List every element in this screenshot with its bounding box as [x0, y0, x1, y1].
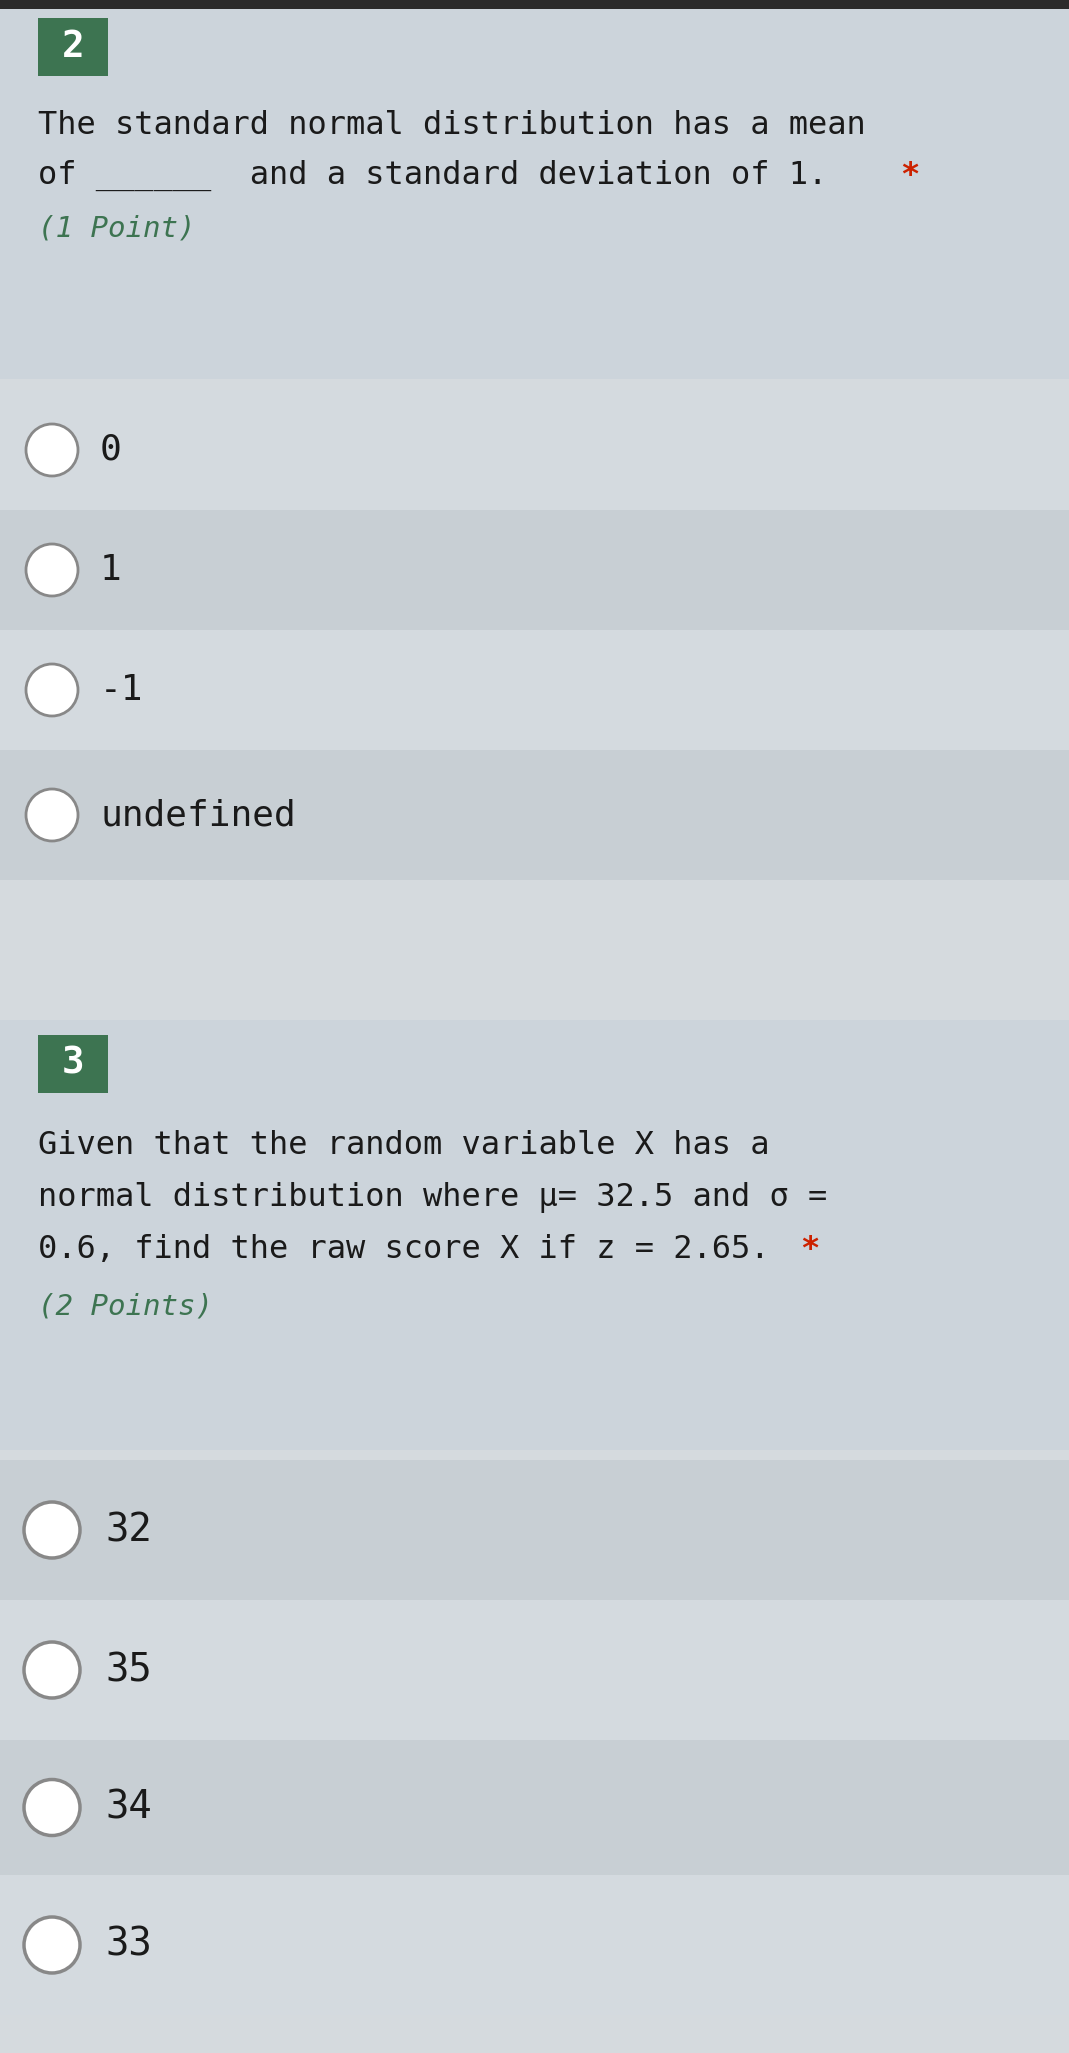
- Text: -1: -1: [100, 673, 143, 706]
- Circle shape: [26, 788, 78, 842]
- Text: Given that the random variable X has a: Given that the random variable X has a: [38, 1129, 770, 1162]
- FancyBboxPatch shape: [0, 1874, 1069, 2014]
- Text: 0.6, find the raw score X if z = 2.65.: 0.6, find the raw score X if z = 2.65.: [38, 1234, 770, 1265]
- Text: *: *: [800, 1234, 819, 1265]
- Text: 35: 35: [105, 1651, 152, 1690]
- FancyBboxPatch shape: [0, 1460, 1069, 1599]
- FancyBboxPatch shape: [0, 1599, 1069, 1741]
- FancyBboxPatch shape: [0, 8, 1069, 380]
- Text: 3: 3: [62, 1045, 84, 1082]
- Text: 32: 32: [105, 1511, 152, 1550]
- Text: *: *: [900, 160, 919, 191]
- Circle shape: [24, 1918, 80, 1973]
- Circle shape: [26, 425, 78, 476]
- Text: 2: 2: [62, 29, 84, 66]
- FancyBboxPatch shape: [0, 630, 1069, 749]
- Text: The standard normal distribution has a mean: The standard normal distribution has a m…: [38, 111, 866, 142]
- FancyBboxPatch shape: [38, 18, 108, 76]
- Text: 33: 33: [105, 1926, 152, 1965]
- Text: of ______  and a standard deviation of 1.: of ______ and a standard deviation of 1.: [38, 160, 827, 191]
- Circle shape: [24, 1642, 80, 1698]
- FancyBboxPatch shape: [0, 0, 1069, 8]
- Text: 1: 1: [100, 552, 122, 587]
- Text: undefined: undefined: [100, 799, 296, 831]
- Text: (1 Point): (1 Point): [38, 216, 196, 242]
- FancyBboxPatch shape: [0, 509, 1069, 630]
- Text: 0: 0: [100, 433, 122, 466]
- Circle shape: [26, 544, 78, 595]
- FancyBboxPatch shape: [0, 1741, 1069, 1874]
- Circle shape: [24, 1780, 80, 1835]
- Circle shape: [24, 1503, 80, 1558]
- FancyBboxPatch shape: [38, 1035, 108, 1092]
- Text: (2 Points): (2 Points): [38, 1291, 213, 1320]
- FancyBboxPatch shape: [0, 1020, 1069, 1449]
- Text: 34: 34: [105, 1788, 152, 1827]
- FancyBboxPatch shape: [0, 390, 1069, 509]
- Text: normal distribution where μ= 32.5 and σ =: normal distribution where μ= 32.5 and σ …: [38, 1183, 827, 1213]
- Circle shape: [26, 663, 78, 716]
- FancyBboxPatch shape: [0, 749, 1069, 881]
